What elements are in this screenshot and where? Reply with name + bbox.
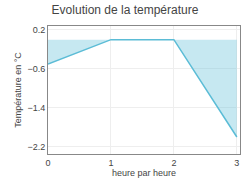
svg-text:0.2: 0.2 [33, 25, 46, 35]
svg-text:−0.6: −0.6 [27, 64, 45, 74]
svg-text:heure par heure: heure par heure [112, 168, 176, 178]
svg-text:1: 1 [108, 158, 113, 168]
svg-text:3: 3 [234, 158, 239, 168]
svg-text:−1.4: −1.4 [27, 103, 45, 113]
svg-text:2: 2 [171, 158, 176, 168]
svg-text:Température en °C: Température en °C [13, 52, 23, 128]
svg-text:Evolution de la température: Evolution de la température [52, 3, 199, 17]
svg-text:−2.2: −2.2 [27, 142, 45, 152]
svg-text:0: 0 [45, 158, 50, 168]
